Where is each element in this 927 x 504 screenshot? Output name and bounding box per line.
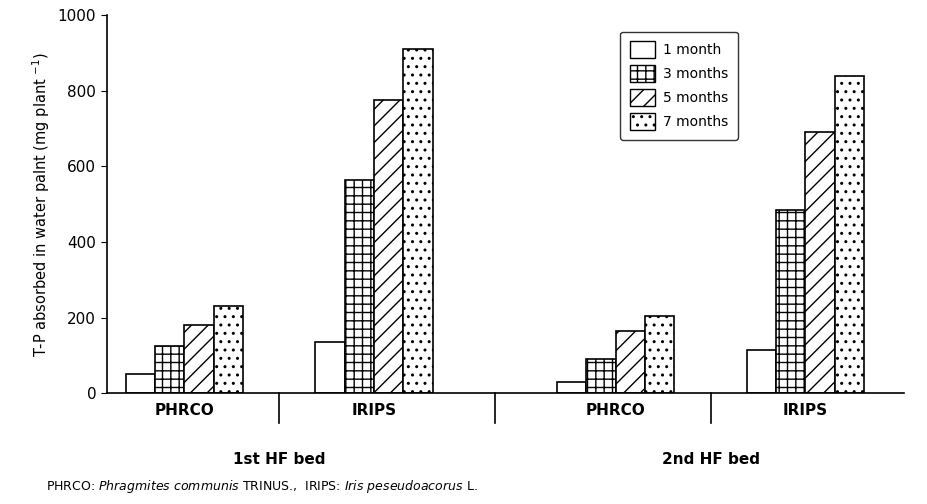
Bar [776, 210, 806, 393]
Text: 1st HF bed: 1st HF bed [233, 452, 325, 467]
Text: PHRCO: $\mathit{Phragmites\ communis}$ TRINUS.,  IRIPS: $\mathit{Iris\ peseudoac: PHRCO: $\mathit{Phragmites\ communis}$ T… [46, 478, 478, 495]
Bar [184, 325, 213, 393]
Bar [616, 331, 645, 393]
Legend: 1 month, 3 months, 5 months, 7 months: 1 month, 3 months, 5 months, 7 months [620, 32, 738, 140]
Y-axis label: T-P absorbed in water palnt (mg plant $^{-1}$): T-P absorbed in water palnt (mg plant $^… [31, 52, 52, 356]
Bar [345, 179, 375, 393]
Bar [155, 346, 184, 393]
Bar [315, 342, 345, 393]
Bar [645, 316, 674, 393]
Bar [586, 359, 616, 393]
Bar [403, 49, 433, 393]
Text: 2nd HF bed: 2nd HF bed [662, 452, 759, 467]
Bar [213, 306, 243, 393]
Bar [557, 382, 586, 393]
Bar [806, 133, 835, 393]
Bar [375, 100, 403, 393]
Bar [835, 76, 864, 393]
Bar [747, 350, 776, 393]
Bar [125, 374, 155, 393]
